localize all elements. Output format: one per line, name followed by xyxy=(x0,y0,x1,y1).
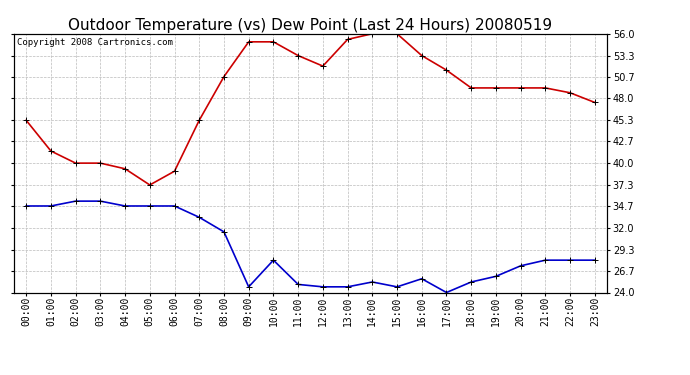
Title: Outdoor Temperature (vs) Dew Point (Last 24 Hours) 20080519: Outdoor Temperature (vs) Dew Point (Last… xyxy=(68,18,553,33)
Text: Copyright 2008 Cartronics.com: Copyright 2008 Cartronics.com xyxy=(17,38,172,46)
